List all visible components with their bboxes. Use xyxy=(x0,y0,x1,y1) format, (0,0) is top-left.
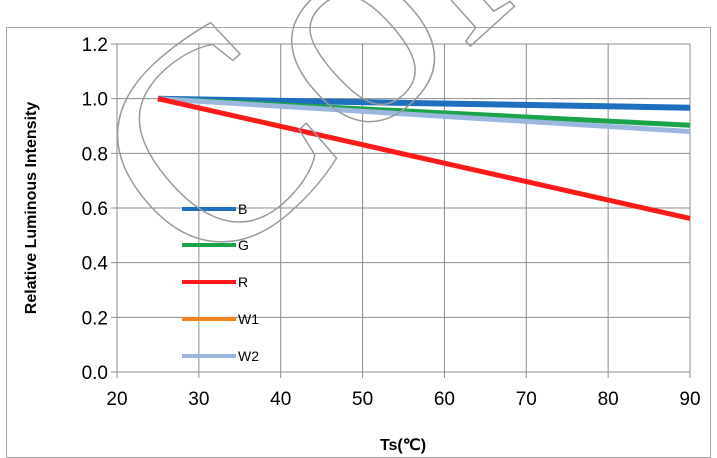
y-tick-label: 0.0 xyxy=(82,363,108,384)
y-tick-label: 0.4 xyxy=(82,254,109,275)
y-axis-ticks: 0.0 0.2 0.4 0.6 0.8 1.0 1.2 xyxy=(82,35,117,384)
x-tick-label: 60 xyxy=(434,389,455,410)
y-axis-title: Relative Luminous Intensity xyxy=(23,102,40,315)
x-tick-label: 70 xyxy=(516,389,537,410)
x-tick-label: 90 xyxy=(679,389,700,410)
series-lines xyxy=(157,95,691,221)
legend-item-w1: W1 xyxy=(182,311,259,327)
y-tick-label: 0.2 xyxy=(82,308,108,329)
legend-item-r: R xyxy=(182,274,248,290)
series-line-r xyxy=(157,96,691,221)
y-tick-label: 0.8 xyxy=(82,144,108,165)
legend-label: B xyxy=(238,201,247,217)
series-line-b xyxy=(157,95,691,111)
x-tick-label: 40 xyxy=(270,389,291,410)
x-tick-label: 50 xyxy=(352,389,373,410)
x-axis-ticks: 20 30 40 50 60 70 80 90 xyxy=(106,372,701,410)
legend-label: G xyxy=(238,237,249,253)
series-line-w2 xyxy=(157,96,691,134)
x-tick-label: 30 xyxy=(188,389,209,410)
legend-label: R xyxy=(238,274,248,290)
legend-label: W1 xyxy=(238,311,259,327)
x-axis-title: Ts(℃) xyxy=(380,437,426,454)
legend: B G R W1 W2 xyxy=(182,201,259,364)
x-tick-label: 80 xyxy=(598,389,619,410)
legend-item-w2: W2 xyxy=(182,348,259,364)
legend-label: W2 xyxy=(238,348,259,364)
legend-item-g: G xyxy=(182,237,249,253)
y-tick-label: 1.0 xyxy=(82,90,108,111)
y-tick-label: 0.6 xyxy=(82,199,108,220)
x-tick-label: 20 xyxy=(106,389,127,410)
legend-item-b: B xyxy=(182,201,247,217)
y-tick-label: 1.2 xyxy=(82,35,108,56)
